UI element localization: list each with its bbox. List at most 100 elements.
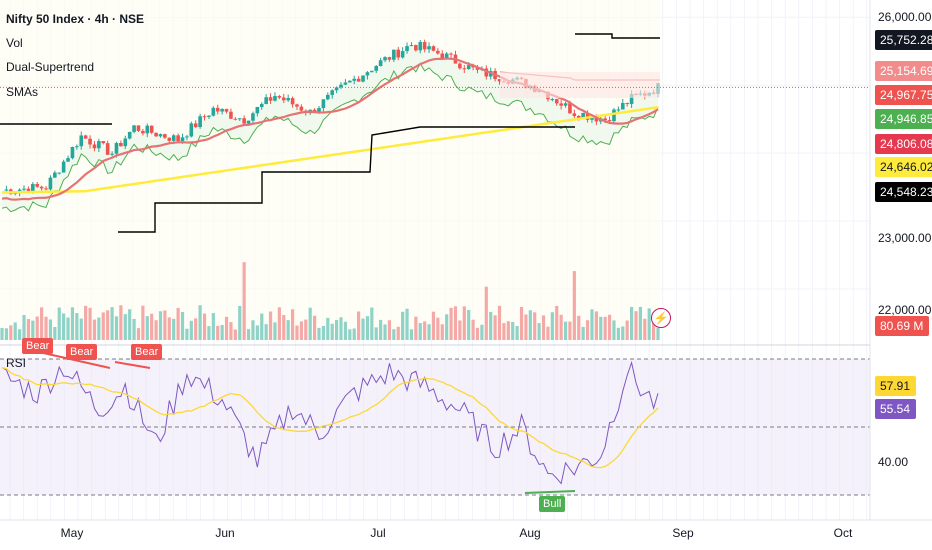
candle-body [400, 51, 405, 58]
candle-body [237, 118, 242, 120]
volume-bar [123, 314, 127, 340]
supertrend-red-fill [500, 72, 660, 98]
candle-body [625, 102, 629, 104]
legend-volume[interactable]: Vol [6, 36, 23, 50]
volume-bar [629, 306, 634, 340]
candle-body [568, 103, 572, 114]
candle-body [127, 131, 132, 139]
volume-bar [207, 326, 211, 340]
bear-badge-2[interactable]: Bear [66, 344, 98, 360]
candle-body [612, 109, 616, 122]
candle-body [607, 120, 612, 122]
candle-body [348, 80, 352, 83]
volume-bar [255, 325, 259, 340]
lightning-icon[interactable]: ⚡ [651, 308, 671, 328]
price-label-supertrend-band: 25,154.694 [875, 61, 932, 81]
candle-body [466, 65, 471, 70]
volume-bar [9, 325, 13, 340]
legend-rsi[interactable]: RSI [6, 356, 27, 370]
volume-bar [449, 307, 453, 340]
volume-bar [264, 324, 268, 340]
month-jul: Jul [370, 526, 386, 540]
volume-bar [643, 318, 647, 340]
candle-body [255, 106, 260, 114]
volume-bar [418, 323, 422, 340]
candle-body [497, 79, 502, 82]
rsi-label-value: 55.54 [875, 399, 917, 419]
candle-body [17, 189, 22, 193]
volume-bar [392, 329, 396, 340]
volume-bar [612, 320, 616, 340]
candle-body [444, 53, 449, 59]
candle-body [176, 135, 180, 142]
candle-body [330, 90, 335, 95]
volume-bar [295, 325, 299, 340]
volume-bar [0, 327, 4, 340]
volume-bar [383, 324, 387, 340]
volume-bar [458, 320, 462, 340]
candle-body [436, 50, 440, 54]
bull-badge[interactable]: Bull [539, 496, 566, 512]
volume-bar [216, 325, 220, 340]
price-tick-23000: 23,000.00 [878, 231, 932, 245]
candle-body [88, 138, 92, 145]
legend-smas[interactable]: SMAs [6, 85, 39, 99]
volume-bar [396, 326, 400, 340]
volume-bar [352, 328, 356, 340]
candle-body [581, 112, 585, 119]
candle-body [149, 125, 154, 133]
volume-bar [361, 318, 365, 340]
volume-bar [555, 305, 559, 340]
candle-body [268, 97, 273, 101]
candle-body [75, 146, 79, 148]
candle-body [370, 70, 374, 73]
volume-bar [638, 306, 642, 340]
rsi-label-ma: 57.91 [875, 376, 917, 396]
candle-body [66, 158, 70, 162]
rsi-pane[interactable] [0, 349, 870, 496]
volume-bar [559, 314, 563, 340]
candle-body [136, 125, 141, 131]
volume-bar [286, 320, 290, 340]
volume-bar [335, 319, 339, 340]
volume-bar [453, 306, 458, 340]
volume-bar [634, 311, 638, 340]
volume-bar [572, 271, 576, 340]
candle-body [154, 132, 158, 137]
candle-body [97, 141, 101, 149]
candle-body [449, 53, 453, 55]
volume-bar [299, 321, 303, 340]
bear-badge-3[interactable]: Bear [131, 344, 163, 360]
candle-body [185, 136, 189, 138]
candle-body [374, 65, 379, 71]
candle-body [198, 116, 202, 128]
candle-body [550, 99, 555, 101]
volume-bar [546, 326, 550, 340]
volume-bar [436, 317, 440, 340]
volume-bar [607, 314, 612, 340]
volume-bar [651, 318, 656, 340]
volume-bar [423, 321, 427, 340]
volume-bar [79, 318, 83, 340]
volume-bar [497, 305, 502, 340]
volume-bar [480, 324, 484, 340]
volume-bar [44, 316, 48, 340]
sma-long-line [1, 105, 659, 194]
volume-bar [251, 320, 255, 340]
chart-title: Nifty 50 Index · 4h · NSE [6, 12, 145, 26]
volume-bar [167, 317, 171, 340]
bear-badge-1[interactable]: Bear [22, 338, 54, 354]
legend-dual-supertrend[interactable]: Dual-Supertrend [6, 60, 95, 74]
volume-bar [387, 320, 392, 340]
volume-bar [88, 307, 92, 340]
candle-body [422, 42, 427, 50]
candle-body [590, 117, 594, 120]
candle-body [259, 103, 264, 107]
volume-bar [493, 315, 497, 340]
candle-body [110, 153, 114, 155]
volume-bar [110, 307, 114, 340]
candle-body [215, 107, 220, 112]
volume-bar [374, 327, 378, 340]
candle-body [189, 123, 194, 137]
